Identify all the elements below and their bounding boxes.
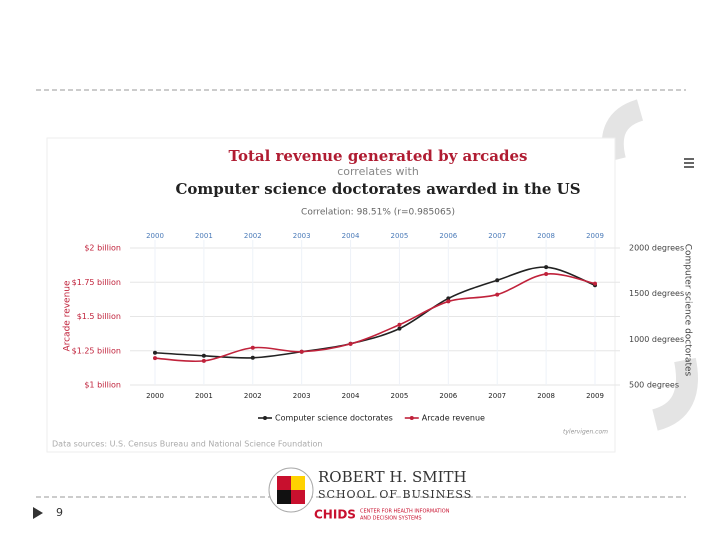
slide-number: 9 [56, 506, 63, 519]
annotation: Correlation: 98.51% (r=0.985065) [301, 208, 455, 218]
y-tick-label: $1.75 billion [72, 278, 121, 287]
x-tick-label: 2009 [586, 392, 604, 400]
x-tick-label: 2008 [537, 232, 555, 240]
point [544, 265, 549, 270]
x-tick-label: 2007 [488, 392, 506, 400]
point [397, 326, 402, 331]
y-tick-label: $1.5 billion [77, 312, 121, 321]
point [299, 349, 304, 354]
y-tick-label: $1 billion [84, 381, 121, 390]
chart-title: Total revenue generated by arcades [229, 147, 528, 165]
point [593, 281, 597, 286]
point [250, 345, 255, 350]
x-tick-label: 2000 [146, 392, 164, 400]
y-tick-label: $2 billion [84, 244, 121, 253]
x-tick-label: 2006 [439, 232, 457, 240]
x-tick-label: 2004 [342, 392, 360, 400]
logo-unit: CHIDS [314, 508, 356, 522]
point [495, 278, 500, 283]
point [153, 356, 157, 361]
point [250, 355, 255, 360]
decor [601, 99, 698, 431]
y2-tick-label: 2000 degrees [629, 244, 684, 253]
point [201, 353, 206, 358]
chart-frame [46, 137, 616, 453]
y2-tick-label: 500 degrees [629, 381, 679, 390]
x-tick-label: 2003 [293, 232, 311, 240]
y-tick-label: $1.25 billion [72, 346, 121, 355]
x-tick-label: 2003 [293, 392, 311, 400]
x-tick-label: 2001 [195, 392, 213, 400]
x-tick-label: 2002 [244, 232, 262, 240]
x-tick-label: 2005 [391, 392, 409, 400]
x-tick-label: 2004 [342, 232, 360, 240]
point [348, 341, 353, 346]
legend-swatch [263, 416, 267, 420]
connector: correlates with [337, 165, 419, 178]
legend-swatch [409, 416, 414, 420]
x-tick-label: 2006 [439, 392, 457, 400]
x-tick-label: 2001 [195, 232, 213, 240]
series-line [154, 266, 596, 359]
legend-label: Computer science doctorates [275, 414, 393, 423]
logo-school: SCHOOL OF BUSINESS [318, 488, 472, 501]
x-tick-label: 2000 [146, 232, 164, 240]
slide-arrow [33, 507, 43, 519]
source: Data sources: U.S. Census Bureau and Nat… [52, 440, 323, 449]
point [544, 272, 549, 277]
menu-icon[interactable] [684, 158, 694, 168]
logo [268, 467, 314, 513]
x-tick-label: 2002 [244, 392, 262, 400]
point [201, 358, 206, 363]
point [446, 299, 451, 304]
credit: tylervigen.com [563, 429, 608, 436]
y-axis-label: Arcade revenue [63, 280, 73, 352]
x-tick-label: 2007 [488, 232, 506, 240]
y2-tick-label: 1000 degrees [629, 335, 684, 344]
chart-subtitle: Computer science doctorates awarded in t… [175, 180, 580, 198]
point [446, 296, 451, 301]
x-tick-label: 2008 [537, 392, 555, 400]
x-tick-label: 2009 [586, 232, 604, 240]
x-tick-label: 2005 [391, 232, 409, 240]
logo-name: ROBERT H. SMITH [318, 468, 467, 486]
point [495, 292, 500, 297]
logo-unit-full: CENTER FOR HEALTH INFORMATION [360, 509, 450, 515]
legend-label: Arcade revenue [422, 414, 485, 423]
series-line [154, 273, 596, 363]
y2-tick-label: 1500 degrees [629, 289, 684, 298]
y2-axis-label: Computer science doctorates [683, 244, 693, 377]
point [397, 322, 402, 327]
point [153, 350, 157, 355]
logo-unit-full: AND DECISION SYSTEMS [360, 516, 422, 522]
